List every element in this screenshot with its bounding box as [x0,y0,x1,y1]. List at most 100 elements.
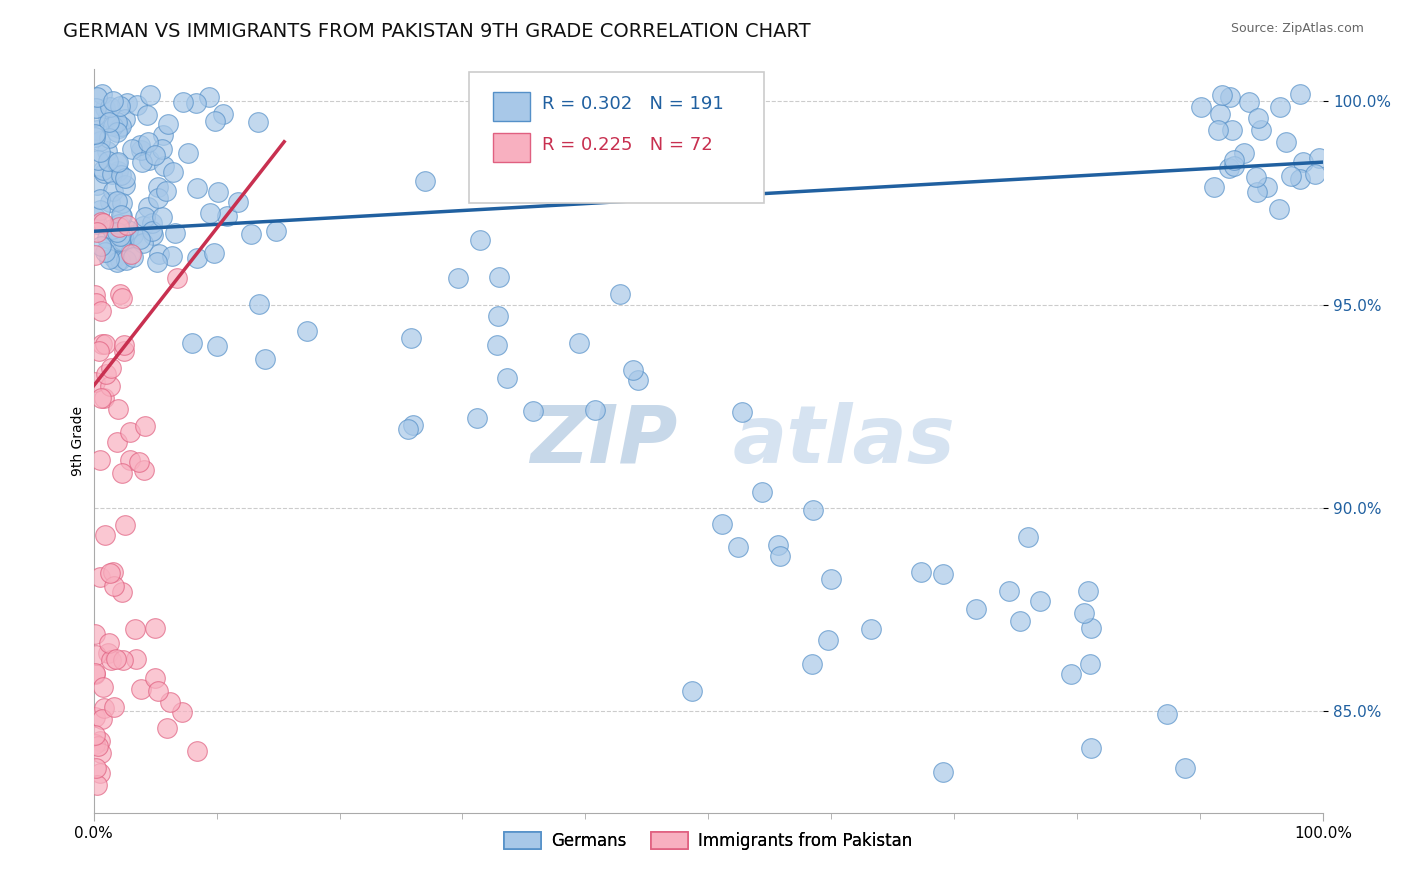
Point [531,171,554,186]
Point [131,219,153,233]
Point [1247,111,1270,125]
Point [107,164,129,178]
Point [112,343,135,358]
Point [120,246,142,260]
Text: GERMAN VS IMMIGRANTS FROM PAKISTAN 9TH GRADE CORRELATION CHART: GERMAN VS IMMIGRANTS FROM PAKISTAN 9TH G… [63,22,811,41]
Point [111,228,134,243]
Point [110,208,132,222]
Point [94,528,117,542]
Point [111,196,134,211]
Point [131,682,153,697]
Point [91,337,114,351]
Point [159,695,181,709]
Point [90,746,112,760]
Point [1279,169,1302,184]
Point [396,422,419,436]
Point [87,344,110,359]
Point [89,304,111,318]
Point [609,286,631,301]
Point [751,484,773,499]
Point [711,517,734,532]
Point [176,145,198,160]
Y-axis label: 9th Grade: 9th Grade [72,406,86,475]
Point [766,538,789,552]
Point [108,234,131,248]
Point [162,165,184,179]
Point [247,296,270,310]
Text: R = 0.302   N = 191: R = 0.302 N = 191 [543,95,724,113]
Point [401,331,423,345]
Point [163,226,186,240]
Point [100,653,122,667]
FancyBboxPatch shape [494,133,530,161]
Point [148,247,170,261]
Point [1008,614,1031,628]
Point [965,602,987,616]
Point [89,733,111,747]
Point [122,227,145,242]
Point [150,210,173,224]
Point [401,417,423,432]
Point [186,181,208,195]
Point [931,566,953,581]
Point [93,162,115,177]
Point [89,192,111,206]
Point [114,171,136,186]
Point [110,119,132,133]
Point [143,148,166,162]
Point [801,503,824,517]
Point [226,195,249,210]
Point [107,115,129,129]
Point [1288,87,1310,102]
Point [465,410,488,425]
Point [108,286,131,301]
Point [1174,761,1197,775]
Point [93,391,115,405]
Point [184,96,207,111]
Point [93,166,115,180]
Point [110,291,132,305]
Point [186,251,208,265]
Point [132,236,155,251]
Point [108,220,131,235]
Point [146,684,169,698]
Point [202,246,225,260]
Point [83,127,105,141]
Point [83,665,105,680]
Point [1077,583,1099,598]
Point [97,111,120,125]
Point [145,255,167,269]
Point [111,653,134,667]
Point [681,684,703,698]
Point [90,238,112,252]
Point [97,115,120,129]
Point [141,215,163,229]
Legend: Germans, Immigrants from Pakistan: Germans, Immigrants from Pakistan [498,825,920,857]
Point [105,194,128,208]
FancyBboxPatch shape [494,93,530,120]
Point [96,367,118,381]
Point [211,107,233,121]
Point [83,738,105,752]
Point [1308,151,1330,165]
Point [98,194,121,209]
Point [128,137,150,152]
Point [1288,171,1310,186]
Point [83,109,105,123]
Text: ZIP: ZIP [530,401,678,480]
Point [100,100,122,114]
Point [138,153,160,167]
Point [120,453,142,467]
Point [107,402,129,417]
Point [198,206,221,220]
Point [84,666,107,681]
Point [89,145,111,159]
Point [107,155,129,169]
Point [98,131,121,145]
Point [142,228,165,243]
Point [108,252,131,267]
Point [86,123,108,137]
Point [105,156,128,170]
Point [105,255,128,269]
Point [86,225,108,239]
